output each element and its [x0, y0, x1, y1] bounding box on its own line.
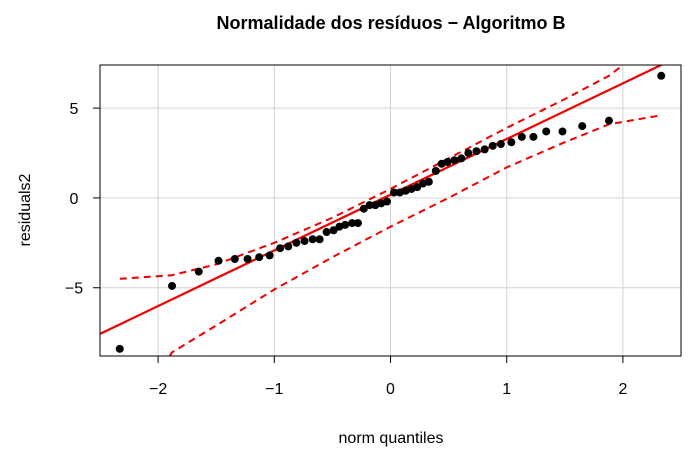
confidence-envelope [119, 65, 662, 356]
data-point [480, 145, 489, 154]
data-point [341, 220, 350, 229]
x-tick-label: −1 [265, 381, 283, 398]
data-point [450, 156, 459, 165]
data-points [115, 71, 666, 353]
data-point [472, 147, 481, 156]
data-point [431, 166, 440, 175]
data-point [558, 127, 567, 136]
data-point [292, 238, 301, 247]
data-point [276, 244, 285, 253]
data-point [496, 140, 505, 149]
data-point [329, 226, 338, 235]
grid [100, 65, 681, 356]
data-point [464, 149, 473, 158]
y-tick-label: −5 [65, 281, 83, 298]
data-point [322, 228, 331, 237]
data-point [413, 183, 422, 192]
data-point [168, 281, 177, 290]
data-point [308, 235, 317, 244]
data-point [214, 256, 223, 265]
x-tick-label: 0 [386, 381, 395, 398]
data-point [315, 235, 324, 244]
data-point [348, 219, 357, 228]
data-point [230, 255, 239, 263]
data-point [457, 154, 466, 163]
data-point [353, 219, 362, 228]
chart-title: Normalidade dos resíduos − Algoritmo B [217, 13, 566, 33]
data-point [488, 141, 497, 150]
data-point [365, 201, 374, 210]
reference-line [100, 65, 664, 335]
reference-line-group [100, 65, 664, 335]
data-point [578, 122, 587, 131]
data-point [529, 132, 538, 141]
data-point [243, 255, 252, 263]
envelope-upper-line [119, 65, 624, 280]
x-tick-label: −2 [149, 381, 167, 398]
x-tick-label: 2 [618, 381, 627, 398]
data-point [115, 344, 124, 353]
x-tick-label: 1 [502, 381, 511, 398]
data-point [194, 267, 203, 276]
data-point [542, 127, 551, 136]
data-point [383, 197, 392, 206]
data-point [517, 132, 526, 141]
data-point [389, 188, 398, 197]
y-tick-label: 5 [70, 101, 79, 118]
data-point [657, 71, 666, 80]
data-point [443, 158, 452, 166]
data-point [604, 116, 613, 125]
x-axis-label: norm quantiles [339, 430, 444, 447]
data-point [255, 253, 264, 262]
data-point [424, 177, 433, 186]
data-point [300, 237, 309, 246]
data-point [359, 204, 368, 213]
data-point [507, 138, 516, 147]
x-axis-ticks: −2 −1 0 1 2 [149, 356, 627, 398]
y-axis-label: residuals2 [17, 173, 34, 246]
y-tick-label: 0 [70, 191, 79, 208]
data-point [284, 242, 293, 251]
y-axis-ticks: −5 0 5 [65, 101, 100, 298]
envelope-lower-line [168, 114, 662, 356]
data-point [265, 251, 274, 260]
